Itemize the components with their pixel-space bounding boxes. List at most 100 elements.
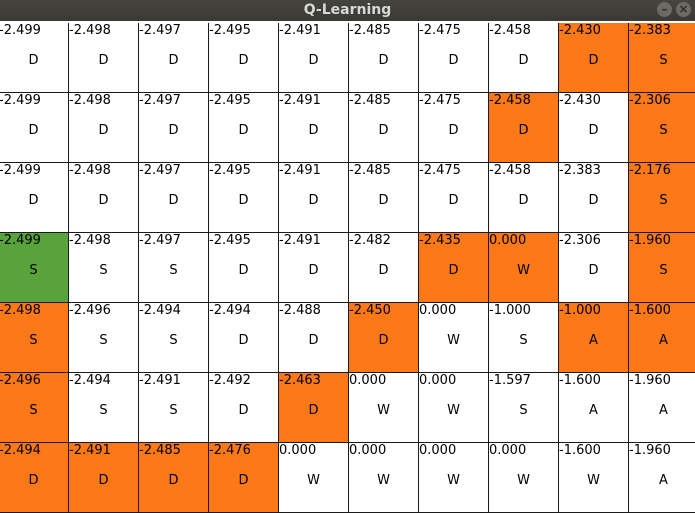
grid-cell[interactable]: -2.499 D — [0, 93, 69, 163]
grid-cell[interactable]: -1.960 A — [629, 373, 695, 443]
grid-cell[interactable]: -1.600 A — [559, 373, 629, 443]
grid-cell[interactable]: -2.495 D — [209, 163, 279, 233]
grid-cell[interactable]: -2.498 S — [0, 303, 69, 373]
grid-cell[interactable]: -2.495 D — [209, 93, 279, 163]
q-value-label: -2.491 — [279, 93, 321, 108]
grid-cell[interactable]: -2.491 S — [139, 373, 209, 443]
grid-cell[interactable]: 0.000 W — [419, 373, 489, 443]
grid-cell[interactable]: -2.383 S — [629, 23, 695, 93]
grid-cell[interactable]: -2.497 D — [139, 163, 209, 233]
grid-cell[interactable]: -2.498 D — [69, 163, 139, 233]
grid-cell[interactable]: -2.497 D — [139, 93, 209, 163]
grid-cell[interactable]: -1.600 W — [559, 443, 629, 513]
action-label: D — [448, 123, 459, 138]
minimize-icon[interactable]: – — [657, 2, 672, 17]
q-value-grid: -2.499 D -2.498 D -2.497 D -2.495 D -2.491 D -2.48… — [0, 23, 695, 513]
grid-cell[interactable]: -2.306 S — [629, 93, 695, 163]
grid-cell[interactable]: 0.000 W — [279, 443, 349, 513]
title-bar[interactable]: Q-Learning – × — [0, 0, 695, 21]
grid-cell[interactable]: -2.482 D — [349, 233, 419, 303]
grid-cell[interactable]: 0.000 W — [419, 303, 489, 373]
action-label: S — [659, 263, 668, 278]
action-label: S — [519, 403, 528, 418]
grid-cell[interactable]: -2.475 D — [419, 93, 489, 163]
action-label: W — [587, 473, 600, 488]
close-icon[interactable]: × — [676, 2, 691, 17]
grid-cell[interactable]: -2.485 D — [139, 443, 209, 513]
grid-cell[interactable]: -1.600 A — [629, 303, 695, 373]
grid-cell[interactable]: -1.597 S — [489, 373, 559, 443]
grid-cell[interactable]: 0.000 W — [489, 443, 559, 513]
grid-cell[interactable]: -2.491 D — [279, 163, 349, 233]
q-value-label: -2.499 — [0, 93, 41, 108]
action-label: D — [308, 123, 319, 138]
grid-cell[interactable]: -2.494 D — [209, 303, 279, 373]
grid-cell[interactable]: -2.176 S — [629, 163, 695, 233]
q-value-label: -2.498 — [0, 303, 41, 318]
grid-cell[interactable]: -2.494 D — [0, 443, 69, 513]
grid-cell[interactable]: 0.000 W — [349, 443, 419, 513]
grid-cell[interactable]: -2.430 D — [559, 23, 629, 93]
q-value-label: -2.494 — [209, 303, 251, 318]
grid-cell[interactable]: -2.458 D — [489, 23, 559, 93]
grid-cell[interactable]: -2.491 D — [279, 23, 349, 93]
grid-cell[interactable]: -2.494 S — [139, 303, 209, 373]
q-value-label: -1.000 — [559, 303, 601, 318]
grid-cell[interactable]: -2.492 D — [209, 373, 279, 443]
grid-cell[interactable]: -2.496 S — [69, 303, 139, 373]
grid-cell[interactable]: -2.450 D — [349, 303, 419, 373]
action-label: S — [519, 333, 528, 348]
grid-cell[interactable]: -2.491 D — [279, 93, 349, 163]
grid-cell[interactable]: -2.475 D — [419, 163, 489, 233]
grid-cell[interactable]: -2.485 D — [349, 163, 419, 233]
grid-cell[interactable]: -1.000 A — [559, 303, 629, 373]
grid-cell[interactable]: -1.000 S — [489, 303, 559, 373]
grid-cell[interactable]: -2.435 D — [419, 233, 489, 303]
q-value-label: -2.496 — [69, 303, 111, 318]
grid-cell[interactable]: -2.463 D — [279, 373, 349, 443]
q-value-label: -2.306 — [629, 93, 671, 108]
grid-cell[interactable]: -2.497 S — [139, 233, 209, 303]
window-title: Q-Learning — [303, 2, 392, 18]
grid-cell[interactable]: -2.306 D — [559, 233, 629, 303]
grid-cell[interactable]: -2.496 S — [0, 373, 69, 443]
grid-cell[interactable]: -2.476 D — [209, 443, 279, 513]
grid-cell[interactable]: -2.499 D — [0, 23, 69, 93]
grid-cell[interactable]: -2.494 S — [69, 373, 139, 443]
grid-cell[interactable]: -1.960 A — [629, 443, 695, 513]
grid-cell[interactable]: -2.475 D — [419, 23, 489, 93]
q-value-label: 0.000 — [489, 443, 527, 458]
action-label: D — [518, 193, 529, 208]
action-label: D — [28, 123, 39, 138]
action-label: D — [378, 123, 389, 138]
grid-cell[interactable]: -2.498 D — [69, 93, 139, 163]
grid-cell[interactable]: -2.383 D — [559, 163, 629, 233]
grid-cell[interactable]: -2.495 D — [209, 23, 279, 93]
action-label: S — [169, 333, 178, 348]
q-value-label: -2.485 — [349, 93, 391, 108]
action-label: S — [29, 403, 38, 418]
grid-cell[interactable]: -2.499 D — [0, 163, 69, 233]
grid-cell[interactable]: 0.000 W — [349, 373, 419, 443]
grid-cell[interactable]: -1.960 S — [629, 233, 695, 303]
grid-cell[interactable]: -2.430 D — [559, 93, 629, 163]
action-label: D — [98, 123, 109, 138]
grid-cell[interactable]: -2.458 D — [489, 163, 559, 233]
grid-cell[interactable]: -2.458 D — [489, 93, 559, 163]
grid-cell[interactable]: -2.485 D — [349, 93, 419, 163]
grid-cell[interactable]: -2.495 D — [209, 233, 279, 303]
q-value-label: -2.495 — [209, 93, 251, 108]
q-value-label: -2.306 — [559, 233, 601, 248]
grid-cell[interactable]: 0.000 W — [419, 443, 489, 513]
grid-cell[interactable]: -2.491 D — [69, 443, 139, 513]
grid-cell[interactable]: -2.485 D — [349, 23, 419, 93]
grid-cell[interactable]: -2.497 D — [139, 23, 209, 93]
action-label: D — [588, 53, 599, 68]
grid-cell[interactable]: -2.491 D — [279, 233, 349, 303]
action-label: D — [238, 263, 249, 278]
grid-cell[interactable]: -2.488 D — [279, 303, 349, 373]
grid-cell[interactable]: -2.498 D — [69, 23, 139, 93]
grid-cell[interactable]: -2.499 S — [0, 233, 69, 303]
grid-cell[interactable]: 0.000 W — [489, 233, 559, 303]
grid-cell[interactable]: -2.498 S — [69, 233, 139, 303]
